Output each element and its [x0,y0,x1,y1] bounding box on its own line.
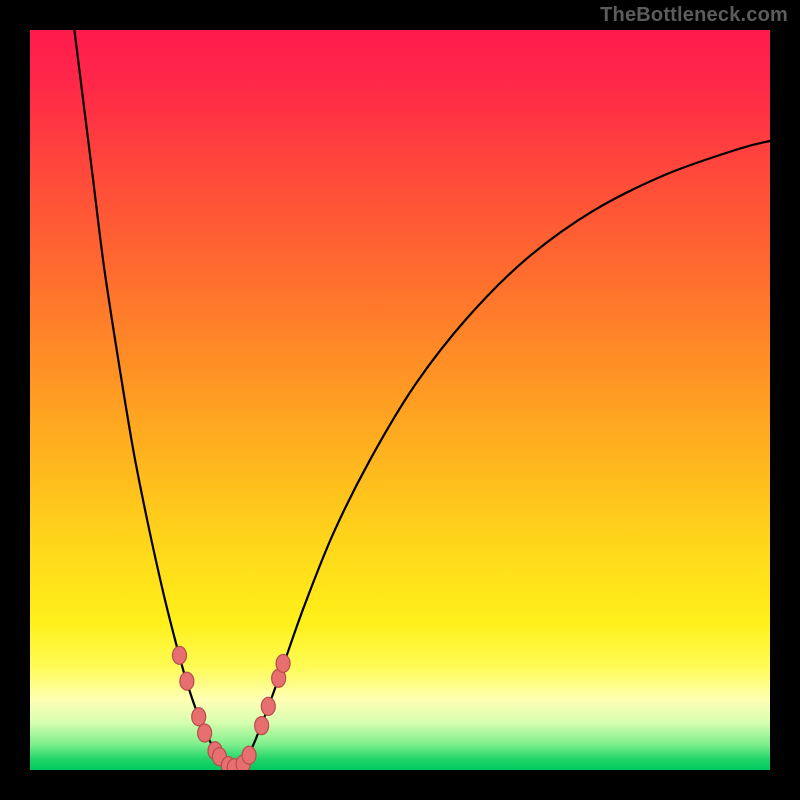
chart-container: TheBottleneck.com [0,0,800,800]
curve-layer [30,30,770,770]
data-marker [276,654,290,672]
data-marker [198,724,212,742]
right-curve [234,141,770,770]
watermark-label: TheBottleneck.com [600,4,788,27]
left-curve [74,30,234,770]
plot-area [30,30,770,770]
marker-group [172,646,290,770]
data-marker [242,746,256,764]
data-marker [180,672,194,690]
data-marker [255,717,269,735]
data-marker [192,708,206,726]
data-marker [261,697,275,715]
data-marker [172,646,186,664]
